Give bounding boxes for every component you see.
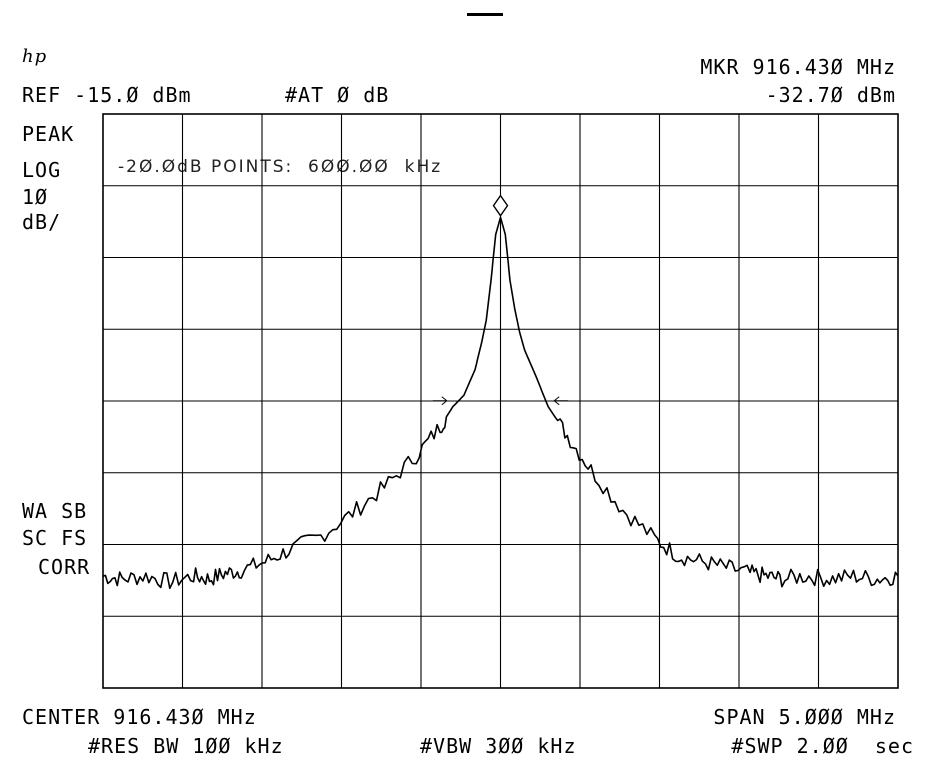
correction-flag: CORR [38, 555, 91, 579]
marker-diamond [492, 194, 509, 217]
resolution-bandwidth: #RES BW 1ØØ kHz [88, 734, 284, 758]
span: SPAN 5.ØØØ MHz [713, 705, 896, 729]
top-edge-mark [467, 13, 503, 16]
center-frequency: CENTER 916.43Ø MHz [22, 705, 257, 729]
db-point-arrow-right [553, 396, 569, 406]
video-bandwidth: #VBW 3ØØ kHz [420, 734, 577, 758]
reference-level: REF -15.Ø dBm [22, 83, 192, 107]
db-point-arrow-left [432, 396, 448, 406]
trace-markers [432, 194, 569, 406]
status-flags-2: SC FS [22, 526, 88, 550]
marker-frequency: MKR 916.43Ø MHz [700, 55, 896, 79]
hp-logo: hp [22, 46, 48, 67]
scale-unit: dB/ [22, 210, 62, 234]
scale-type: LOG [22, 158, 62, 182]
detector-mode: PEAK [22, 122, 75, 146]
sweep-time: #SWP 2.ØØ sec [731, 734, 914, 758]
graticule [102, 113, 899, 689]
db-points-annotation: -2Ø.ØdB POINTS: 6ØØ.ØØ kHz [118, 157, 443, 177]
marker-amplitude: -32.7Ø dBm [765, 83, 896, 107]
attenuation: #AT Ø dB [285, 83, 390, 107]
spectrum-trace [102, 216, 899, 590]
status-flags-1: WA SB [22, 499, 88, 523]
scale-value: 1Ø [22, 185, 49, 209]
